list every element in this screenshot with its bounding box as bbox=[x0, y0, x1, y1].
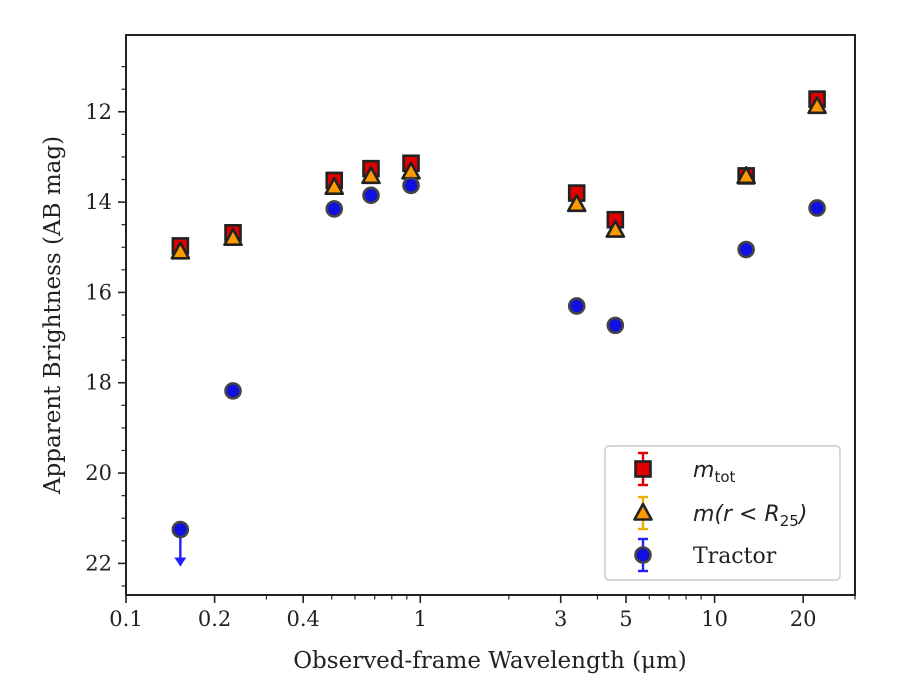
legend-marker bbox=[634, 546, 652, 564]
data-point bbox=[224, 382, 242, 400]
data-point bbox=[737, 240, 755, 259]
data-point bbox=[325, 200, 344, 218]
legend-entry-1: m(r < R25) bbox=[633, 495, 807, 531]
y-axis: 12 14 16 18 20 22 bbox=[85, 66, 126, 587]
data-point bbox=[605, 219, 626, 238]
y-tick-label: 22 bbox=[85, 551, 112, 575]
x-tick-label: 20 bbox=[790, 607, 817, 631]
legend-label: Tractor bbox=[693, 544, 777, 569]
legend-marker bbox=[633, 502, 653, 521]
x-tick-label: 0.1 bbox=[109, 607, 142, 631]
y-tick-label: 18 bbox=[85, 371, 112, 395]
upper-limit-arrowhead bbox=[174, 557, 187, 567]
series-1 bbox=[170, 96, 827, 260]
legend-entry-2: Tractor bbox=[634, 537, 777, 573]
data-point bbox=[807, 96, 827, 115]
legend-entry-0: mtot bbox=[634, 451, 735, 487]
x-tick-label: 5 bbox=[619, 607, 632, 631]
data-point bbox=[223, 227, 243, 247]
y-tick-label: 12 bbox=[85, 100, 112, 124]
x-axis: 0.1 0.2 0.4 1 3 5 10 20 bbox=[109, 595, 856, 631]
y-axis-label: Apparent Brightness (AB mag) bbox=[40, 136, 66, 495]
data-point bbox=[606, 316, 625, 335]
x-axis-label: Observed-frame Wavelength (μm) bbox=[293, 648, 687, 674]
x-tick-label: 3 bbox=[554, 607, 567, 631]
legend-label: m(r < R25) bbox=[693, 502, 807, 530]
legend-marker bbox=[634, 460, 652, 478]
data-point bbox=[361, 166, 381, 185]
x-tick-label: 0.4 bbox=[286, 607, 319, 631]
series-2 bbox=[171, 176, 826, 567]
data-point bbox=[362, 186, 380, 205]
data-point bbox=[736, 166, 756, 185]
data-point bbox=[566, 194, 587, 213]
y-tick-label: 20 bbox=[85, 461, 112, 485]
legend-label: mtot bbox=[693, 458, 735, 486]
data-point bbox=[808, 199, 826, 217]
legend-box bbox=[604, 445, 841, 581]
x-tick-label: 1 bbox=[414, 607, 427, 631]
data-point bbox=[402, 176, 420, 195]
x-tick-label: 10 bbox=[701, 607, 728, 631]
y-tick-label: 16 bbox=[85, 280, 112, 304]
data-point bbox=[171, 520, 190, 539]
y-tick-label: 14 bbox=[85, 190, 112, 214]
data-point bbox=[170, 241, 191, 260]
data-point bbox=[324, 176, 345, 195]
x-tick-label: 0.2 bbox=[198, 607, 231, 631]
series-layer bbox=[170, 90, 827, 567]
series-0 bbox=[171, 90, 826, 255]
legend: mtot m(r < R25) Tractor bbox=[604, 445, 841, 581]
data-point bbox=[567, 297, 586, 315]
